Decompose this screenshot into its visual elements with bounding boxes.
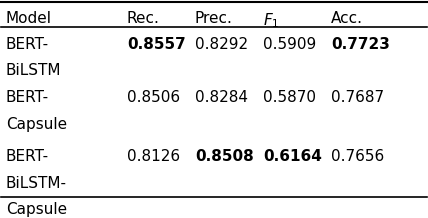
Text: 0.8557: 0.8557: [127, 37, 186, 52]
Text: 0.8506: 0.8506: [127, 90, 180, 105]
Text: BERT-: BERT-: [6, 37, 49, 52]
Text: Acc.: Acc.: [331, 11, 363, 26]
Text: 0.8284: 0.8284: [195, 90, 248, 105]
Text: Prec.: Prec.: [195, 11, 233, 26]
Text: 0.7656: 0.7656: [331, 149, 384, 164]
Text: BiLSTM: BiLSTM: [6, 63, 61, 78]
Text: BiLSTM-: BiLSTM-: [6, 176, 67, 191]
Text: 0.8508: 0.8508: [195, 149, 254, 164]
Text: $F_1$: $F_1$: [263, 11, 279, 30]
Text: Capsule: Capsule: [6, 117, 67, 131]
Text: 0.5870: 0.5870: [263, 90, 316, 105]
Text: Model: Model: [6, 11, 52, 26]
Text: 0.8126: 0.8126: [127, 149, 180, 164]
Text: 0.8292: 0.8292: [195, 37, 248, 52]
Text: Rec.: Rec.: [127, 11, 160, 26]
Text: 0.6164: 0.6164: [263, 149, 322, 164]
Text: 0.7687: 0.7687: [331, 90, 384, 105]
Text: 0.7723: 0.7723: [331, 37, 390, 52]
Text: BERT-: BERT-: [6, 149, 49, 164]
Text: BERT-: BERT-: [6, 90, 49, 105]
Text: 0.5909: 0.5909: [263, 37, 316, 52]
Text: Capsule: Capsule: [6, 202, 67, 217]
